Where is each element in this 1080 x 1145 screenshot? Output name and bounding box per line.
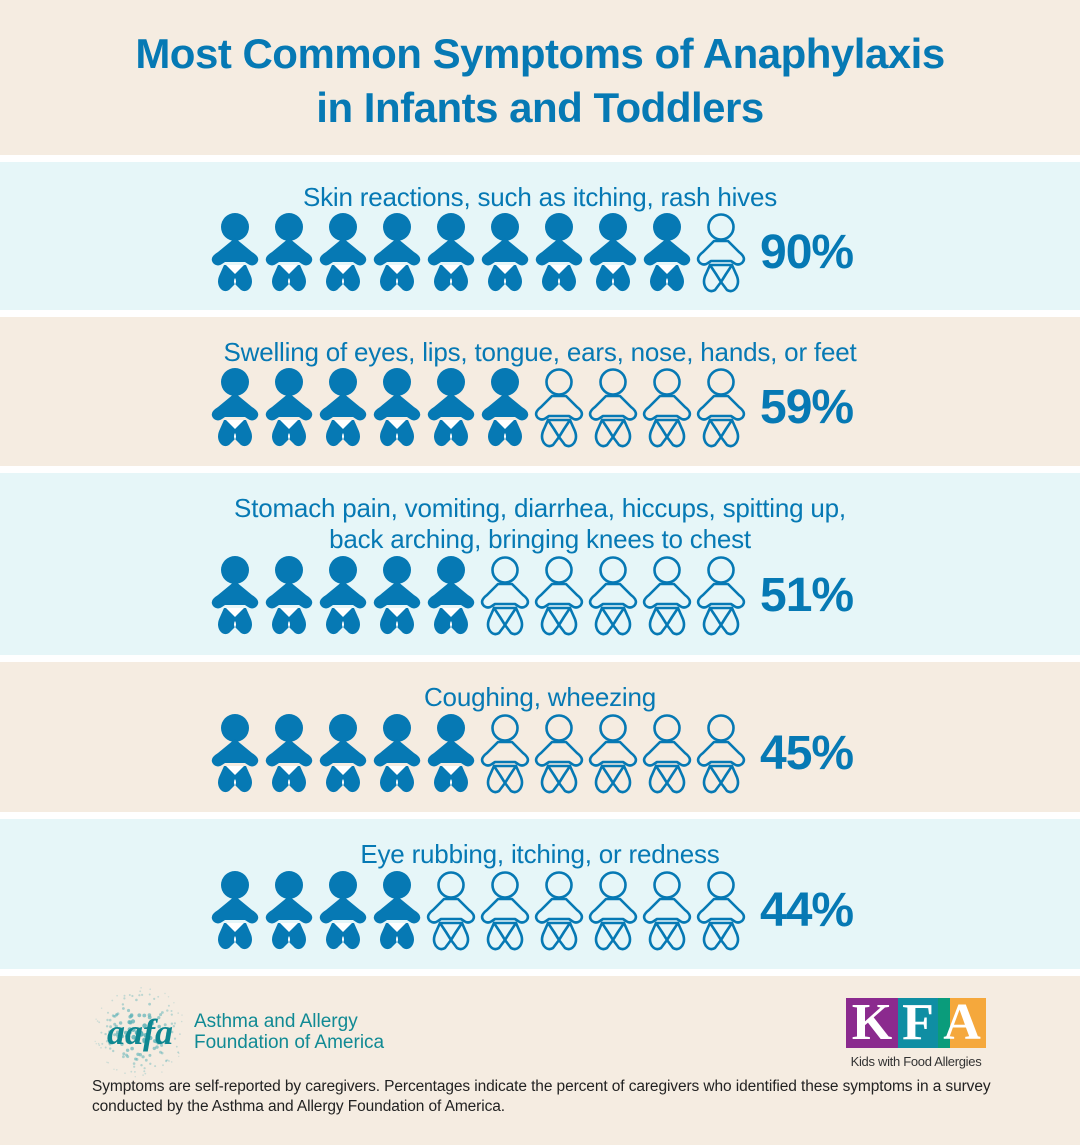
baby-filled-icon: [370, 713, 424, 795]
pictogram-row: 51%: [208, 555, 854, 637]
pictogram-row: 45%: [208, 713, 854, 795]
baby-outline-icon: [478, 555, 532, 637]
baby-filled-icon: [424, 212, 478, 294]
baby-icons: [208, 367, 748, 449]
baby-outline-icon: [532, 555, 586, 637]
kfa-letter-k: K: [846, 997, 898, 1049]
symptom-label: Skin reactions, such as itching, rash hi…: [302, 182, 778, 212]
percent-value: 45%: [760, 727, 854, 780]
baby-filled-icon: [478, 212, 532, 294]
symptom-row-skin: Skin reactions, such as itching, rash hi…: [0, 162, 1080, 310]
baby-filled-icon: [424, 713, 478, 795]
baby-filled-icon: [316, 555, 370, 637]
baby-filled-icon: [262, 367, 316, 449]
baby-outline-icon: [586, 367, 640, 449]
symptom-label-line2: back arching, bringing knees to chest: [329, 524, 751, 554]
symptom-row-coughing: Coughing, wheezing 45%: [0, 662, 1080, 812]
baby-outline-icon: [478, 713, 532, 795]
pictogram-row: 44%: [208, 870, 854, 952]
symptom-row-eye: Eye rubbing, itching, or redness 44%: [0, 819, 1080, 969]
aafa-logo: aafa Asthma and Allergy Foundation of Am…: [92, 984, 384, 1080]
baby-filled-icon: [208, 555, 262, 637]
baby-filled-icon: [208, 367, 262, 449]
percent-value: 51%: [760, 569, 854, 622]
aafa-name-line1: Asthma and Allergy: [194, 1011, 358, 1032]
percent-value: 44%: [760, 884, 854, 937]
baby-filled-icon: [532, 212, 586, 294]
baby-outline-icon: [640, 870, 694, 952]
baby-filled-icon: [208, 212, 262, 294]
baby-outline-icon: [640, 713, 694, 795]
baby-outline-icon: [694, 870, 748, 952]
pictogram-row: 59%: [208, 367, 854, 449]
pictogram-row: 90%: [208, 212, 854, 294]
page-title-line2: in Infants and Toddlers: [316, 83, 764, 131]
baby-icons: [208, 212, 748, 294]
baby-filled-icon: [478, 367, 532, 449]
baby-outline-icon: [532, 367, 586, 449]
symptom-label: Coughing, wheezing: [423, 682, 656, 712]
baby-outline-icon: [694, 212, 748, 294]
symptom-row-stomach: Stomach pain, vomiting, diarrhea, hiccup…: [0, 473, 1080, 655]
baby-outline-icon: [640, 555, 694, 637]
baby-filled-icon: [262, 713, 316, 795]
baby-filled-icon: [424, 367, 478, 449]
baby-outline-icon: [532, 713, 586, 795]
baby-filled-icon: [262, 870, 316, 952]
baby-outline-icon: [424, 870, 478, 952]
baby-filled-icon: [316, 870, 370, 952]
baby-filled-icon: [208, 870, 262, 952]
baby-outline-icon: [694, 555, 748, 637]
kfa-letter-f: F: [898, 997, 938, 1049]
kfa-tagline: Kids with Food Allergies: [850, 1054, 982, 1069]
percent-value: 90%: [760, 226, 854, 279]
baby-icons: [208, 555, 748, 637]
footnote: Symptoms are self-reported by caregivers…: [92, 1078, 991, 1115]
baby-outline-icon: [694, 713, 748, 795]
baby-outline-icon: [586, 555, 640, 637]
baby-filled-icon: [424, 555, 478, 637]
baby-filled-icon: [370, 555, 424, 637]
baby-filled-icon: [316, 212, 370, 294]
baby-filled-icon: [208, 713, 262, 795]
percent-value: 59%: [760, 381, 854, 434]
baby-filled-icon: [370, 870, 424, 952]
aafa-mark-text: aafa: [107, 1012, 173, 1052]
baby-filled-icon: [316, 713, 370, 795]
kfa-logo: K F A Kids with Food Allergies: [846, 997, 986, 1069]
baby-filled-icon: [262, 555, 316, 637]
baby-outline-icon: [640, 367, 694, 449]
baby-outline-icon: [586, 713, 640, 795]
aafa-name: Asthma and Allergy Foundation of America: [188, 1011, 384, 1053]
symptom-row-swelling: Swelling of eyes, lips, tongue, ears, no…: [0, 317, 1080, 466]
baby-filled-icon: [262, 212, 316, 294]
baby-outline-icon: [478, 870, 532, 952]
aafa-name-line2: Foundation of America: [194, 1032, 385, 1053]
symptom-label: Eye rubbing, itching, or redness: [360, 839, 720, 869]
baby-outline-icon: [532, 870, 586, 952]
baby-filled-icon: [586, 212, 640, 294]
baby-filled-icon: [316, 367, 370, 449]
kfa-letters: K F A: [846, 997, 986, 1049]
baby-outline-icon: [694, 367, 748, 449]
baby-filled-icon: [370, 367, 424, 449]
kfa-letter-a: A: [938, 997, 986, 1049]
footer: aafa Asthma and Allergy Foundation of Am…: [0, 976, 1080, 1145]
baby-filled-icon: [370, 212, 424, 294]
symptom-label: Stomach pain, vomiting, diarrhea, hiccup…: [234, 493, 846, 523]
page-title-line1: Most Common Symptoms of Anaphylaxis: [135, 29, 945, 77]
baby-outline-icon: [586, 870, 640, 952]
header: Most Common Symptoms of Anaphylaxis in I…: [0, 0, 1080, 155]
baby-icons: [208, 870, 748, 952]
baby-filled-icon: [640, 212, 694, 294]
symptom-label: Swelling of eyes, lips, tongue, ears, no…: [223, 337, 857, 367]
baby-icons: [208, 713, 748, 795]
aafa-dots-icon: aafa: [94, 987, 183, 1078]
